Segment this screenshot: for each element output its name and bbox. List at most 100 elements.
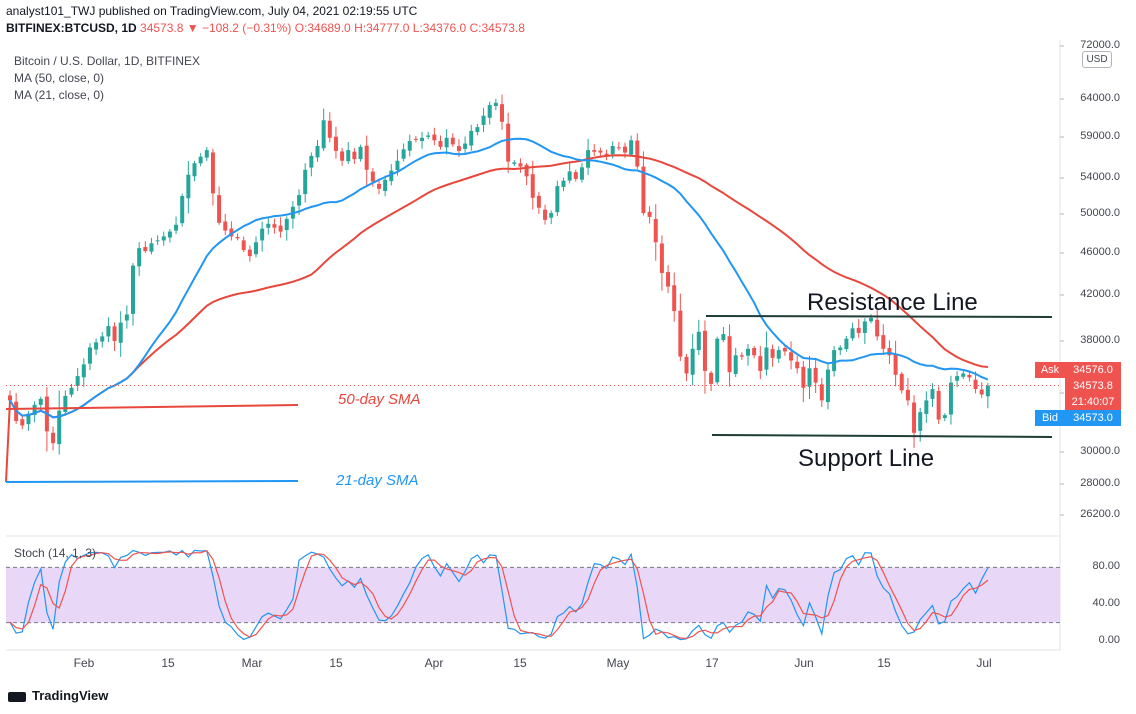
ask-label: Ask	[1035, 362, 1065, 378]
candle-body	[856, 327, 861, 333]
sma21-label: 21-day SMA	[336, 472, 419, 489]
candle-body	[512, 162, 517, 164]
candle-body	[260, 228, 265, 241]
candle-body	[32, 404, 37, 415]
ohlc-header: BITFINEX:BTCUSD, 1D 34573.8 ▼ −108.2 (−0…	[6, 21, 525, 35]
candle-body	[666, 272, 671, 287]
price-change: 34573.8 ▼ −108.2 (−0.31%)	[140, 21, 292, 35]
candle-body	[463, 143, 468, 149]
sma21-ray	[5, 480, 299, 483]
ma21-legend[interactable]: MA (21, close, 0)	[14, 88, 105, 102]
candle-body	[930, 389, 935, 399]
candle-body	[727, 336, 732, 373]
candle-body	[573, 172, 578, 179]
candle-body	[340, 151, 345, 161]
ma50-legend[interactable]: MA (50, close, 0)	[14, 71, 105, 85]
candle-body	[272, 224, 277, 228]
candle-body	[266, 223, 271, 228]
candle-body	[241, 240, 246, 251]
candle-body	[721, 334, 726, 341]
candle-body	[807, 368, 812, 387]
candle-body	[961, 373, 966, 377]
candle-body	[180, 196, 185, 224]
candle-body	[604, 153, 609, 156]
symbol-label[interactable]: BITFINEX:BTCUSD, 1D	[6, 21, 137, 35]
candle-body	[327, 120, 332, 138]
ask-price-tag: 34576.0	[1065, 362, 1121, 378]
candle-body	[186, 174, 191, 199]
candle-body	[739, 355, 744, 357]
candle-body	[912, 402, 917, 433]
candle-body	[592, 150, 597, 152]
candle-body	[789, 352, 794, 361]
stoch-legend[interactable]: Stoch (14, 1, 3)	[14, 546, 97, 560]
candle-body	[155, 240, 160, 242]
candle-body	[598, 150, 603, 153]
candle-body	[358, 146, 363, 160]
candle-body	[506, 123, 511, 162]
candle-body	[985, 385, 990, 397]
candle-body	[192, 163, 197, 177]
time-tick: Jul	[976, 656, 992, 670]
candle-body	[407, 141, 412, 151]
candle-body	[278, 225, 283, 232]
candle-body	[297, 195, 302, 206]
currency-button[interactable]: USD	[1082, 51, 1112, 68]
price-tick: 50000.0	[1080, 207, 1120, 219]
price-tick: 64000.0	[1080, 92, 1120, 104]
candle-body	[309, 155, 314, 168]
stoch-tick-80: 80.00	[1092, 560, 1120, 572]
candle-body	[672, 285, 677, 312]
candle-body	[395, 160, 400, 171]
candle-body	[161, 236, 166, 241]
candle-body	[235, 237, 240, 239]
ma21-line	[9, 137, 989, 419]
candle-body	[167, 231, 172, 238]
tradingview-brand[interactable]: TradingView	[8, 688, 108, 703]
candle-body	[561, 180, 566, 187]
candle-body	[137, 248, 142, 267]
price-tick: 54000.0	[1080, 171, 1120, 183]
candle-body	[653, 218, 658, 243]
candle-body	[217, 195, 222, 223]
candle-body	[899, 373, 904, 391]
candle-body	[352, 151, 357, 160]
candle-body	[918, 412, 923, 431]
candle-body	[370, 171, 375, 182]
candle-body	[524, 164, 529, 177]
tradingview-logo-icon	[8, 691, 26, 702]
price-tick: 38000.0	[1080, 334, 1120, 346]
candle-body	[284, 218, 289, 231]
candle-body	[112, 326, 117, 341]
stoch-tick-40: 40.00	[1092, 597, 1120, 609]
bid-label: Bid	[1035, 410, 1065, 426]
candle-body	[426, 135, 431, 137]
series-legend-title[interactable]: Bitcoin / U.S. Dollar, 1D, BITFINEX	[14, 54, 201, 68]
time-tick: Feb	[73, 656, 95, 670]
candle-body	[420, 137, 425, 142]
candle-body	[752, 347, 757, 356]
stoch-band	[6, 567, 1060, 623]
candle-body	[549, 213, 554, 218]
candle-body	[936, 390, 941, 420]
candle-body	[57, 410, 62, 445]
candle-body	[746, 348, 750, 356]
candle-body	[813, 367, 818, 383]
candle-body	[610, 146, 615, 155]
time-tick: Jun	[794, 656, 814, 670]
candle-body	[315, 146, 320, 158]
candle-body	[20, 419, 25, 426]
candle-body	[825, 369, 830, 403]
ma50-leadin	[5, 400, 11, 483]
candle-body	[801, 366, 806, 388]
candle-body	[106, 326, 111, 337]
publish-info: analyst101_TWJ published on TradingView.…	[6, 4, 418, 18]
candle-body	[469, 130, 474, 146]
candle-body	[450, 137, 455, 145]
candle-body	[346, 150, 351, 162]
candle-body	[782, 348, 787, 352]
candle-body	[383, 179, 388, 192]
candle-body	[100, 336, 105, 342]
candle-body	[438, 141, 443, 147]
